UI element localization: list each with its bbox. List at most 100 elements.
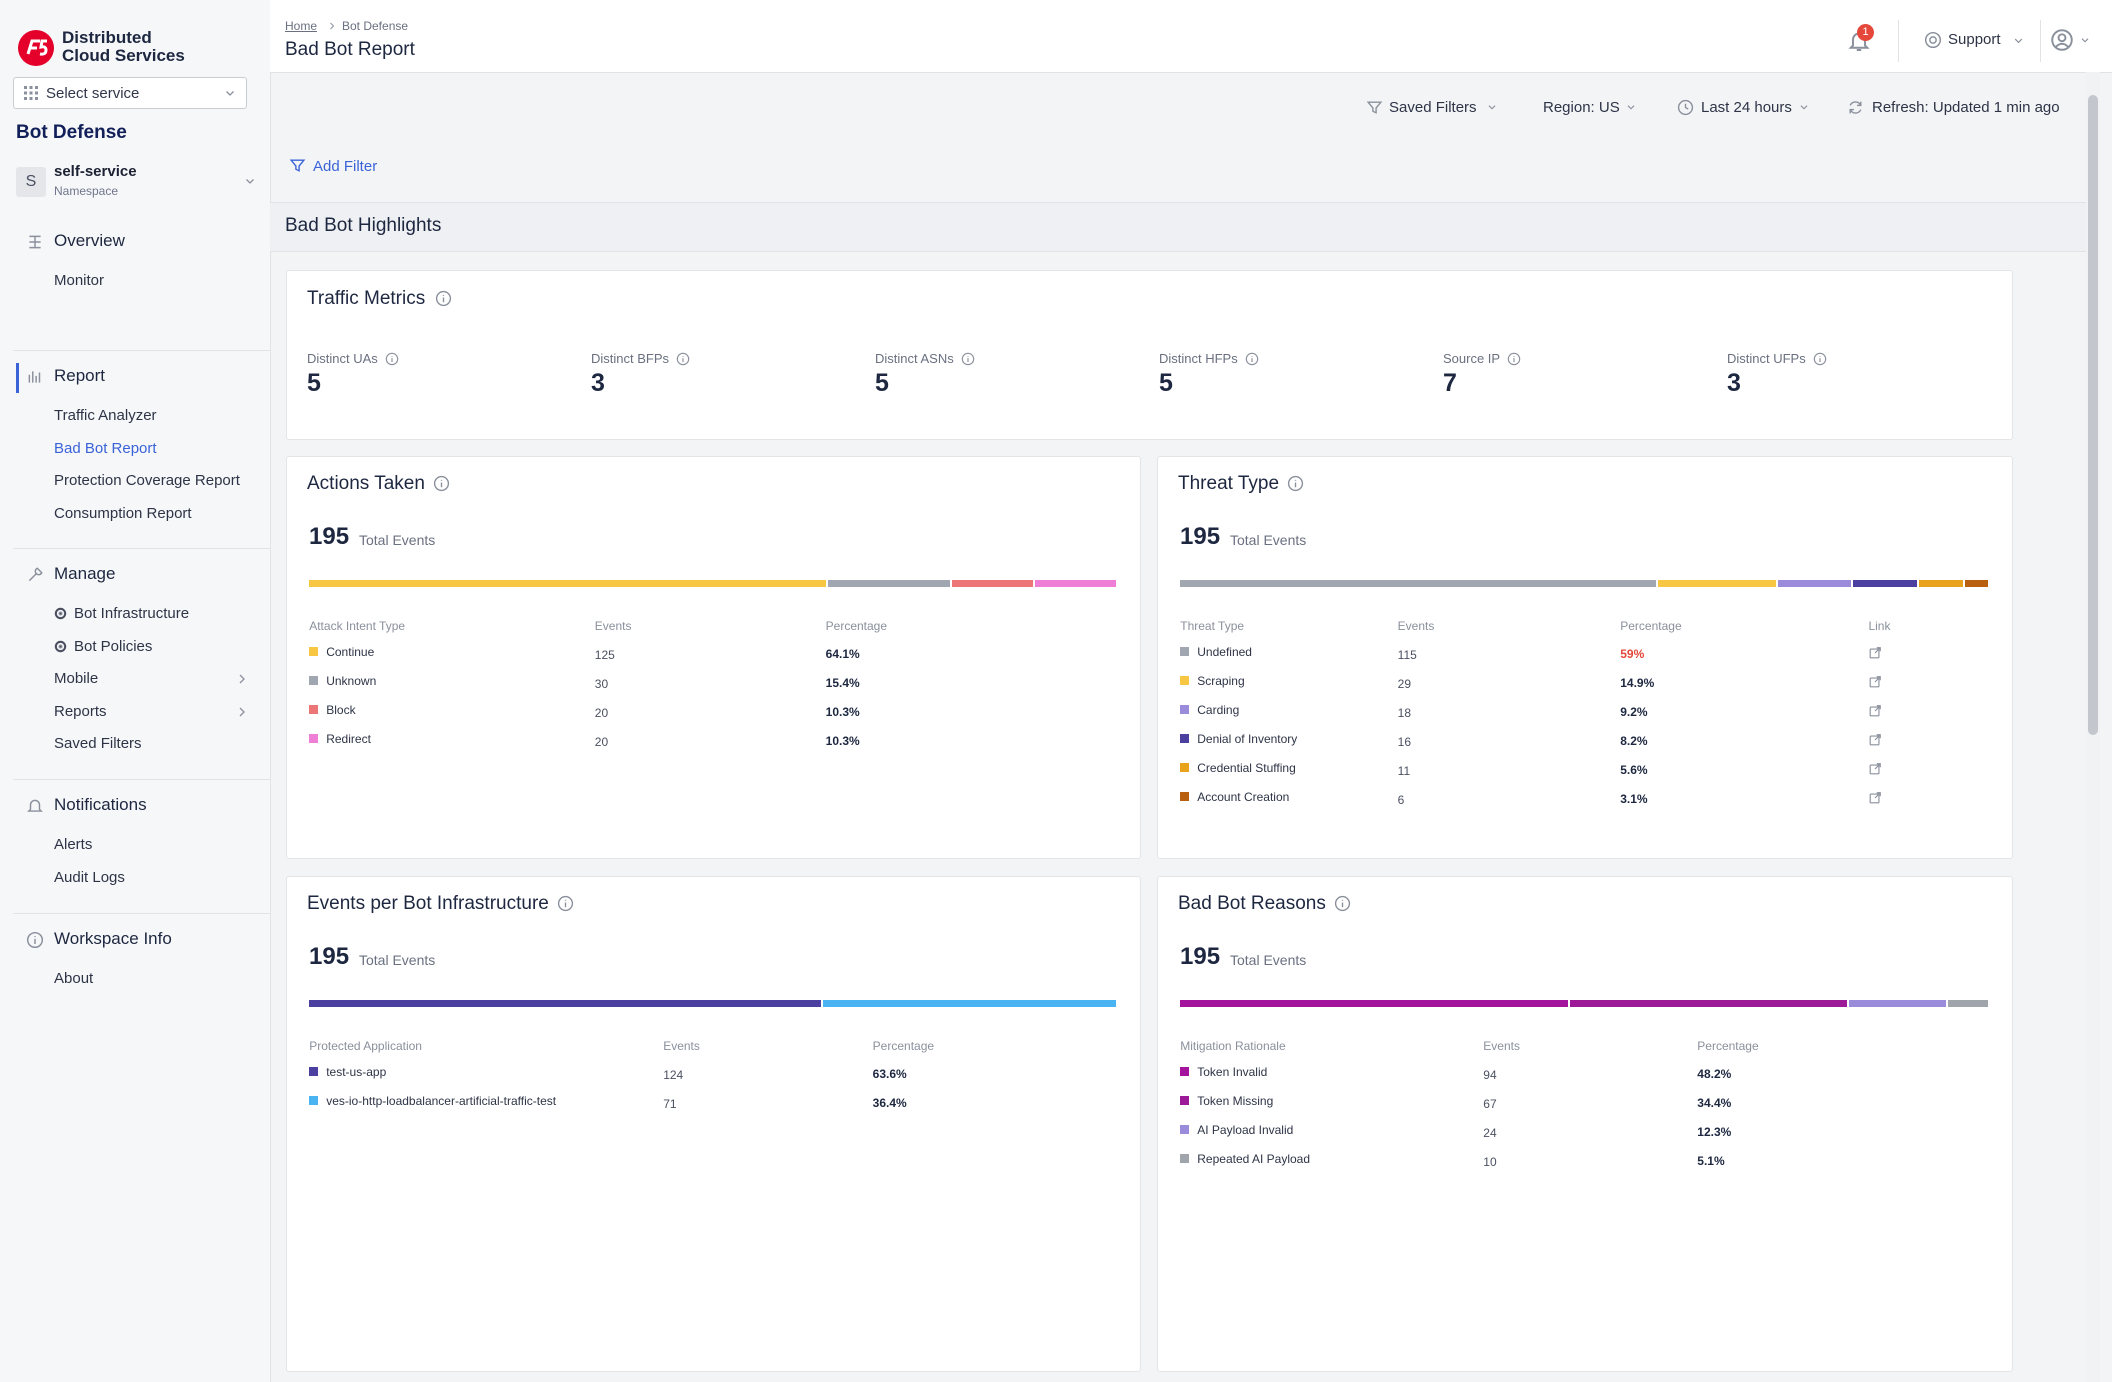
bar-segment[interactable] <box>1919 580 1963 587</box>
time_range-icon[interactable] <box>1677 99 1694 116</box>
nav-item[interactable]: Audit Logs <box>54 869 125 886</box>
bar-segment[interactable] <box>1853 580 1917 587</box>
legend-swatch <box>309 734 318 743</box>
row-events: 20 <box>595 706 608 720</box>
scrollbar-thumb[interactable] <box>2088 95 2098 735</box>
group-title[interactable]: Manage <box>54 564 115 584</box>
bar-segment[interactable] <box>309 580 826 587</box>
add-filter[interactable]: Add Filter <box>313 158 377 175</box>
bar-segment[interactable] <box>823 1000 1116 1007</box>
chevron <box>2078 33 2092 47</box>
toolbar-button[interactable]: Saved Filters <box>1389 99 1477 116</box>
legend-swatch <box>309 705 318 714</box>
row-name: Continue <box>326 645 374 659</box>
submenu-chevron[interactable] <box>234 671 250 687</box>
row-events: 124 <box>663 1068 683 1082</box>
group-icon <box>26 368 44 386</box>
group-title[interactable]: Notifications <box>54 795 147 815</box>
nav-item[interactable]: About <box>54 970 93 987</box>
row-percentage: 36.4% <box>873 1096 907 1110</box>
external-link[interactable] <box>1868 762 1882 776</box>
namespace-name[interactable]: self-service <box>54 163 137 180</box>
row-percentage: 63.6% <box>873 1067 907 1081</box>
info-icon[interactable] <box>676 352 690 366</box>
service-select[interactable]: Select service <box>13 77 247 109</box>
info-icon[interactable] <box>1287 475 1304 492</box>
row-name: Carding <box>1197 703 1239 717</box>
info-icon[interactable] <box>1245 352 1259 366</box>
nav-item[interactable]: Reports <box>54 703 107 720</box>
bar-segment[interactable] <box>1778 580 1851 587</box>
legend-swatch <box>1180 1096 1189 1105</box>
nav-item[interactable]: Protection Coverage Report <box>54 472 240 489</box>
external-link[interactable] <box>1868 646 1882 660</box>
external-link[interactable] <box>1868 791 1882 805</box>
saved_filters-icon[interactable] <box>1366 99 1383 116</box>
external-link[interactable] <box>1868 675 1882 689</box>
nav-item[interactable]: Traffic Analyzer <box>54 407 157 424</box>
toolbar-button[interactable]: Region: US <box>1543 99 1620 116</box>
bar-segment[interactable] <box>1180 580 1656 587</box>
toolbar-button[interactable]: Last 24 hours <box>1701 99 1792 116</box>
chevron <box>1624 100 1638 114</box>
column-header: Events <box>663 1039 700 1053</box>
brand-line: Distributed <box>62 28 152 48</box>
row-name: Redirect <box>326 732 371 746</box>
support-icon[interactable] <box>1924 31 1942 49</box>
group-title[interactable]: Report <box>54 366 105 386</box>
column-header: Link <box>1868 619 1890 633</box>
support-menu[interactable]: Support <box>1948 31 2001 48</box>
chevron[interactable] <box>242 173 258 189</box>
nav-item[interactable]: Bot Infrastructure <box>74 605 189 622</box>
refresh-icon[interactable] <box>1847 99 1864 116</box>
info-icon[interactable] <box>557 895 574 912</box>
bar-segment[interactable] <box>1948 1000 1988 1007</box>
bar-segment[interactable] <box>828 580 950 587</box>
user-icon[interactable] <box>2050 28 2074 52</box>
nav-item[interactable]: Bot Policies <box>74 638 152 655</box>
bar-segment[interactable] <box>1180 1000 1568 1007</box>
nav-item[interactable]: Saved Filters <box>54 735 142 752</box>
chevron <box>1485 100 1499 114</box>
bar-segment[interactable] <box>1658 580 1776 587</box>
info-icon[interactable] <box>433 475 450 492</box>
row-percentage: 8.2% <box>1620 734 1647 748</box>
bar-segment[interactable] <box>1849 1000 1947 1007</box>
row-name: Credential Stuffing <box>1197 761 1296 775</box>
breadcrumb[interactable]: Home <box>285 19 317 33</box>
metric-value: 5 <box>1159 369 1173 398</box>
nav-item[interactable]: Bad Bot Report <box>54 440 157 457</box>
row-name: Repeated AI Payload <box>1197 1152 1310 1166</box>
info-icon[interactable] <box>1507 352 1521 366</box>
info-icon[interactable] <box>435 290 452 307</box>
divider <box>2040 20 2041 62</box>
info-icon[interactable] <box>1813 352 1827 366</box>
bar-segment[interactable] <box>1035 580 1116 587</box>
external-link[interactable] <box>1868 704 1882 718</box>
info-icon[interactable] <box>1334 895 1351 912</box>
nav-item[interactable]: Mobile <box>54 670 98 687</box>
submenu-chevron[interactable] <box>234 704 250 720</box>
external-link[interactable] <box>1868 733 1882 747</box>
column-header: Percentage <box>1697 1039 1758 1053</box>
row-name: Undefined <box>1197 645 1252 659</box>
row-percentage: 5.1% <box>1697 1154 1724 1168</box>
nav-item[interactable]: Consumption Report <box>54 505 192 522</box>
info-icon[interactable] <box>385 352 399 366</box>
row-percentage: 10.3% <box>826 734 860 748</box>
nav-item[interactable]: Monitor <box>54 272 104 289</box>
toolbar-button[interactable]: Refresh: Updated 1 min ago <box>1872 99 2060 116</box>
bar-segment[interactable] <box>1965 580 1988 587</box>
group-title[interactable]: Workspace Info <box>54 929 172 949</box>
bar-segment[interactable] <box>952 580 1033 587</box>
nav-item[interactable]: Alerts <box>54 836 92 853</box>
logo <box>16 28 56 68</box>
bar-segment[interactable] <box>1570 1000 1846 1007</box>
row-percentage: 64.1% <box>826 647 860 661</box>
divider <box>13 913 270 914</box>
info-icon[interactable] <box>961 352 975 366</box>
group-title[interactable]: Overview <box>54 231 125 251</box>
add-filter-icon[interactable] <box>289 157 306 174</box>
bar-segment[interactable] <box>309 1000 821 1007</box>
column-header: Attack Intent Type <box>309 619 405 633</box>
